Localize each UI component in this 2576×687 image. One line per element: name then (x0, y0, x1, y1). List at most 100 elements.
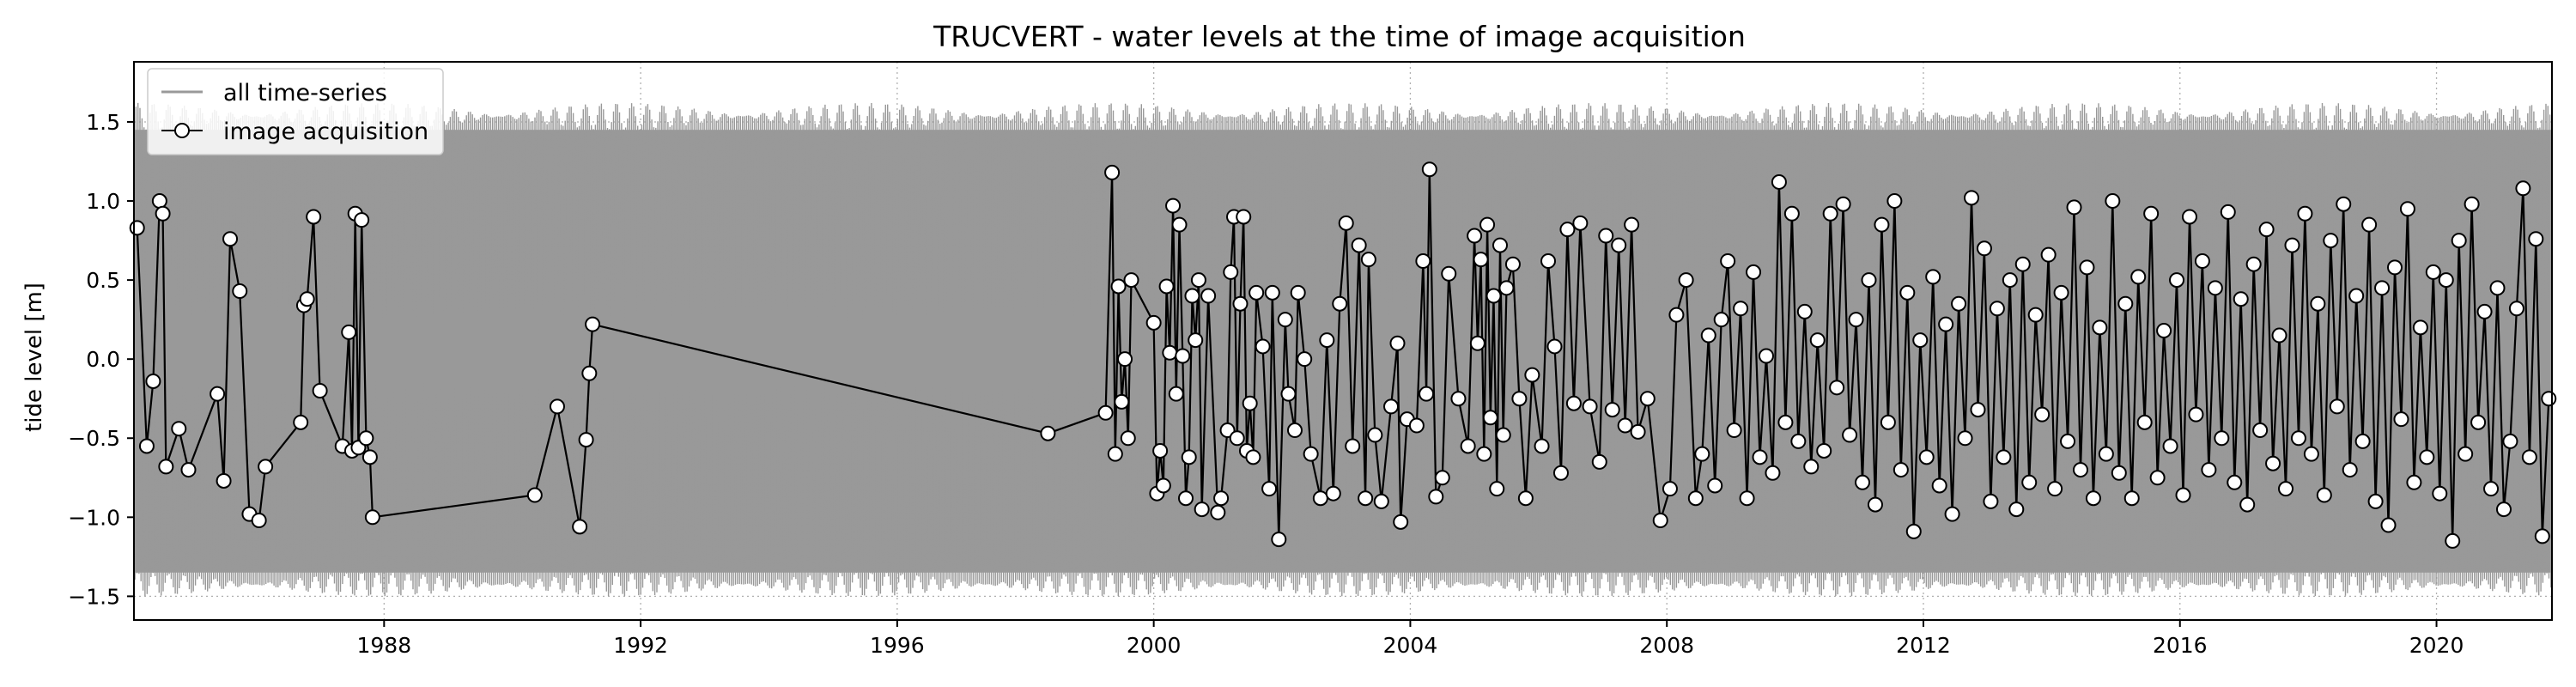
acquisition-point (1783, 205, 1800, 222)
acquisition-point (2458, 446, 2474, 462)
acquisition-point (1874, 216, 1890, 233)
acquisition-point (1546, 338, 1563, 355)
acquisition-point (1687, 490, 1704, 507)
legend-marker-image-acquisition (174, 123, 190, 138)
acquisition-point (1249, 284, 1265, 301)
acquisition-point (2047, 481, 2063, 497)
acquisition-point (1746, 264, 1762, 280)
acquisition-point (1303, 446, 1319, 462)
x-tick-label: 2012 (1896, 633, 1951, 658)
acquisition-point (1114, 393, 1130, 410)
all-time-series-band (134, 102, 2552, 597)
acquisition-point (2342, 462, 2358, 478)
acquisition-point (2336, 196, 2352, 212)
acquisition-point (1345, 438, 1361, 454)
acquisition-point (1485, 288, 1502, 304)
acquisition-point (1700, 327, 1716, 344)
acquisition-point (2323, 233, 2339, 249)
acquisition-point (2105, 193, 2121, 210)
acquisition-point (2181, 209, 2197, 225)
acquisition-point (2227, 474, 2243, 490)
acquisition-point (1899, 284, 1916, 301)
acquisition-point (1297, 351, 1313, 368)
acquisition-point (2027, 307, 2044, 323)
acquisition-point (1534, 438, 1550, 454)
acquisition-point (1517, 490, 1534, 507)
acquisition-point (1450, 391, 1467, 407)
x-tick-label: 2004 (1383, 633, 1438, 658)
acquisition-point (2233, 291, 2249, 307)
acquisition-point (1495, 427, 1511, 443)
acquisition-point (1181, 449, 1197, 465)
acquisition-point (1707, 477, 1723, 494)
acquisition-point (2451, 233, 2467, 249)
acquisition-point (155, 205, 171, 222)
acquisition-point (2290, 430, 2306, 447)
acquisition-point (2098, 446, 2114, 462)
acquisition-point (232, 283, 248, 299)
acquisition-point (1236, 209, 1252, 225)
acquisition-point (1652, 512, 1668, 528)
acquisition-point (1511, 391, 1528, 407)
acquisition-point (2117, 295, 2134, 312)
acquisition-point (2284, 237, 2300, 253)
acquisition-point (1848, 312, 1864, 328)
acquisition-point (2508, 301, 2524, 317)
acquisition-point (1983, 493, 1999, 509)
x-tick-label: 2008 (1639, 633, 1694, 658)
acquisition-point (2002, 272, 2018, 289)
acquisition-point (158, 459, 174, 475)
acquisition-point (2162, 438, 2178, 454)
acquisition-point (2123, 490, 2140, 507)
acquisition-point (1771, 173, 1787, 190)
acquisition-point (1040, 425, 1056, 441)
acquisition-point (1989, 301, 2005, 317)
acquisition-point (1419, 386, 1435, 402)
x-tick-label: 2000 (1127, 633, 1182, 658)
acquisition-point (1944, 506, 1960, 522)
acquisition-point (2111, 465, 2127, 481)
acquisition-point (1421, 161, 1437, 178)
acquisition-point (549, 398, 565, 415)
acquisition-point (1957, 430, 1973, 447)
acquisition-point (1271, 532, 1287, 548)
acquisition-point (258, 459, 274, 475)
acquisition-point (1559, 222, 1576, 238)
axis-ticks: 1988 1992 1996 2000 2004 2008 2012 2016 2020 −1.5… (68, 110, 2464, 658)
acquisition-point (1492, 237, 1509, 253)
acquisition-point (1351, 237, 1367, 253)
acquisition-point (1290, 284, 1306, 301)
acquisition-point (2014, 256, 2031, 272)
acquisition-point (1758, 348, 1774, 364)
acquisition-point (2130, 269, 2147, 285)
acquisition-point (1280, 386, 1297, 402)
acquisition-point (1720, 253, 1736, 270)
acquisition-point (2374, 280, 2391, 296)
acquisition-point (2541, 391, 2557, 407)
acquisition-point (1726, 423, 1742, 439)
acquisition-point (1177, 490, 1194, 507)
acquisition-point (2245, 256, 2262, 272)
acquisition-point (151, 193, 167, 210)
acquisition-point (1155, 477, 1171, 494)
acquisition-point (354, 212, 370, 228)
acquisition-point (1796, 303, 1813, 319)
acquisition-point (1918, 449, 1935, 465)
acquisition-point (1504, 256, 1521, 272)
acquisition-point (2271, 327, 2287, 344)
acquisition-point (2085, 490, 2101, 507)
acquisition-point (2515, 180, 2531, 197)
acquisition-point (2021, 474, 2038, 490)
acquisition-point (2399, 201, 2415, 217)
acquisition-point (1476, 446, 1492, 462)
acquisition-point (1152, 442, 1169, 459)
acquisition-point (1822, 205, 1838, 222)
acquisition-point (578, 432, 594, 448)
acquisition-point (572, 519, 588, 535)
x-tick-label: 1992 (613, 633, 668, 658)
acquisition-point (364, 509, 380, 526)
acquisition-point (1524, 367, 1540, 383)
acquisition-point (2386, 259, 2403, 276)
acquisition-point (1194, 502, 1210, 518)
acquisition-point (1713, 312, 1729, 328)
